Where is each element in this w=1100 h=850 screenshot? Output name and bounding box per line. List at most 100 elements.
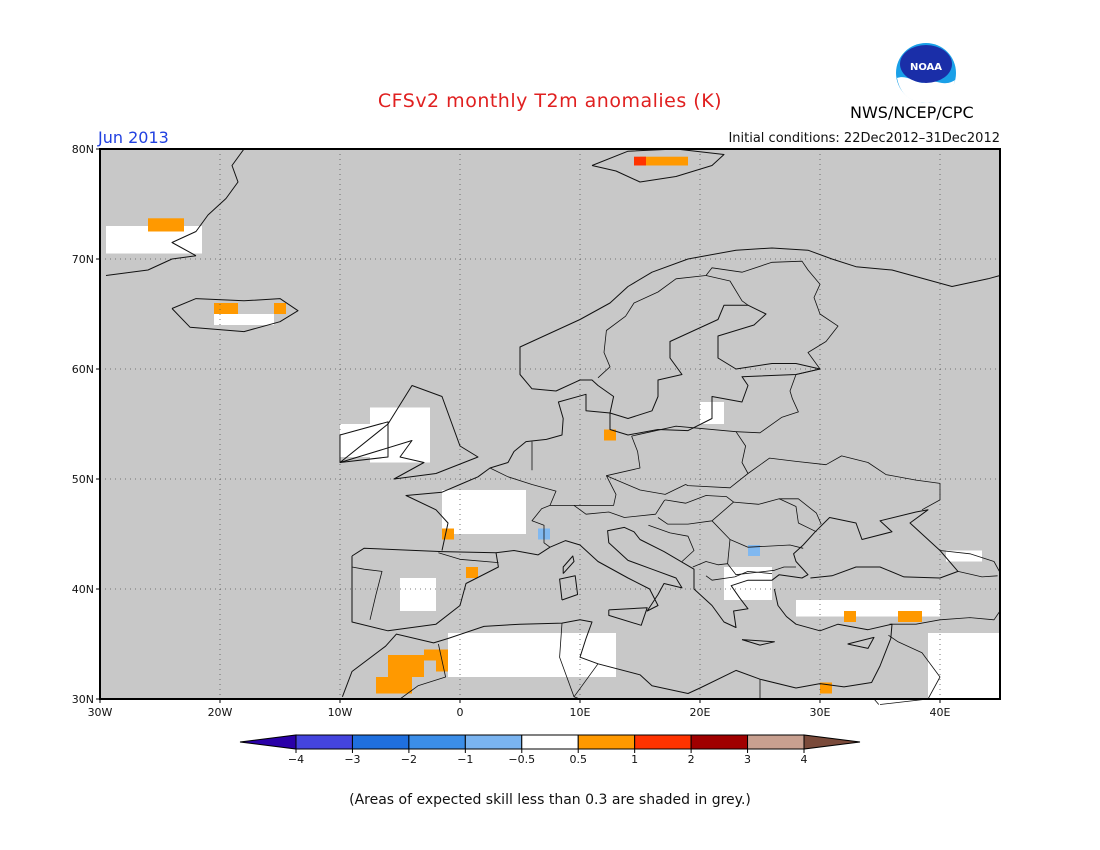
map-border bbox=[99, 148, 1001, 700]
colorbar-segment bbox=[690, 734, 749, 750]
colorbar-tick-label: −1 bbox=[457, 753, 473, 766]
colorbar-segment bbox=[464, 734, 523, 750]
lon-tick-label: 20E bbox=[690, 706, 711, 719]
colorbar-high-arrow bbox=[803, 734, 861, 750]
map-axes: 30W 20W 10W 0 10E 20E 30E 40E 80N 70N 60N 50N 40N 30N bbox=[72, 143, 1001, 719]
colorbar-tick-label: 4 bbox=[801, 753, 808, 766]
anomaly-patch-pos-0-5-1 bbox=[214, 303, 238, 314]
country-border bbox=[705, 571, 773, 581]
anomaly-patch-pos-0-5-1 bbox=[388, 655, 424, 677]
coastline bbox=[591, 148, 725, 183]
coastline bbox=[339, 421, 389, 463]
lat-tick-label: 40N bbox=[72, 583, 94, 596]
lon-tick-label: 10W bbox=[328, 706, 353, 719]
agency-label: NWS/NCEP/CPC bbox=[850, 103, 974, 122]
country-border bbox=[648, 524, 695, 562]
anomaly-patch-pos-0-5-1 bbox=[424, 649, 448, 661]
skill-footnote: (Areas of expected skill less than 0.3 a… bbox=[349, 792, 751, 808]
colorbar-segment bbox=[577, 734, 636, 750]
neutral-patch bbox=[400, 578, 436, 611]
coastline bbox=[341, 588, 893, 697]
lon-tick-label: 40E bbox=[930, 706, 951, 719]
anomaly-patch-pos-0-5-1 bbox=[442, 528, 454, 540]
colorbar-segment bbox=[351, 734, 410, 750]
initial-conditions: Initial conditions: 22Dec2012–31Dec2012 bbox=[728, 131, 1000, 146]
lon-tick-label: 30W bbox=[88, 706, 113, 719]
lon-tick-label: 0 bbox=[457, 706, 464, 719]
colorbar-segment bbox=[634, 734, 692, 750]
colorbar-tick-label: 1 bbox=[631, 753, 638, 766]
colorbar-segment bbox=[747, 734, 805, 750]
colorbar-tick-label: −4 bbox=[288, 753, 304, 766]
neutral-patch bbox=[214, 314, 274, 325]
chart-title: CFSv2 monthly T2m anomalies (K) bbox=[377, 90, 723, 112]
colorbar-low-arrow bbox=[239, 734, 297, 750]
country-border bbox=[550, 435, 641, 506]
neutral-patch bbox=[340, 424, 388, 457]
anomaly-patch-pos-0-5-1 bbox=[844, 611, 856, 622]
country-border bbox=[779, 498, 822, 525]
coastlines bbox=[105, 148, 1001, 697]
country-border bbox=[747, 455, 941, 511]
coastline bbox=[519, 247, 1001, 414]
lat-tick-label: 30N bbox=[72, 693, 94, 706]
lon-tick-label: 20W bbox=[208, 706, 233, 719]
coastline bbox=[495, 509, 959, 628]
country-border bbox=[711, 520, 804, 549]
colorbar-tick-label: −2 bbox=[401, 753, 417, 766]
colorbar-tick-label: 0.5 bbox=[569, 753, 587, 766]
country-border bbox=[889, 610, 1001, 625]
lat-tick-label: 70N bbox=[72, 253, 94, 266]
anomaly-patch-pos-0-5-1 bbox=[148, 218, 184, 232]
country-border bbox=[735, 374, 799, 434]
anomaly-areas bbox=[148, 156, 922, 694]
country-border bbox=[438, 552, 499, 563]
neutral-patch bbox=[946, 550, 982, 562]
country-border bbox=[559, 623, 575, 697]
colorbar-segment bbox=[408, 734, 466, 750]
colorbar-tick-label: −3 bbox=[344, 753, 360, 766]
neutral-patch bbox=[442, 490, 526, 534]
anomaly-patch-pos-0-5-1 bbox=[274, 303, 286, 314]
anomaly-patch-pos-0-5-1 bbox=[820, 682, 832, 694]
country-border bbox=[733, 498, 817, 533]
country-border bbox=[692, 561, 728, 568]
anomaly-patch-pos-0-5-1 bbox=[376, 677, 412, 694]
neutral-patch bbox=[448, 633, 616, 677]
country-border bbox=[489, 467, 557, 548]
coastline bbox=[339, 385, 479, 480]
coastline bbox=[171, 148, 245, 257]
coastline bbox=[609, 304, 821, 419]
colorbar-segment bbox=[295, 734, 353, 750]
country-border bbox=[939, 550, 1001, 573]
colorbar-tick-label: −0.5 bbox=[508, 753, 535, 766]
country-border bbox=[351, 566, 383, 620]
country-border bbox=[727, 539, 796, 576]
colorbar-segment bbox=[521, 734, 579, 750]
anomaly-patch-neg-0-5-1 bbox=[748, 545, 760, 556]
coastline bbox=[405, 368, 821, 551]
anomaly-patch-pos-0-5-1 bbox=[898, 611, 922, 622]
coastline bbox=[105, 255, 197, 276]
anomaly-patch-pos-0-5-1 bbox=[604, 429, 616, 441]
coastline bbox=[608, 607, 648, 626]
country-border bbox=[957, 571, 998, 578]
anomaly-patch-pos-0-5-1 bbox=[466, 567, 478, 578]
coastline bbox=[847, 636, 875, 649]
country-border bbox=[573, 499, 666, 518]
anomaly-patch-pos-0-5-1 bbox=[436, 660, 448, 672]
noaa-logo-text: NOAA bbox=[910, 62, 942, 73]
country-border bbox=[399, 643, 446, 700]
coastline bbox=[559, 575, 579, 601]
lat-tick-label: 50N bbox=[72, 473, 94, 486]
lat-tick-label: 80N bbox=[72, 143, 94, 156]
colorbar-tick-label: 2 bbox=[688, 753, 695, 766]
coastline bbox=[351, 547, 499, 632]
country-border bbox=[597, 260, 839, 379]
country-border bbox=[705, 275, 749, 306]
coastline bbox=[171, 298, 299, 333]
anomaly-patch-pos-1-2 bbox=[634, 156, 646, 166]
country-borders bbox=[351, 260, 1001, 705]
coastline bbox=[562, 555, 575, 574]
